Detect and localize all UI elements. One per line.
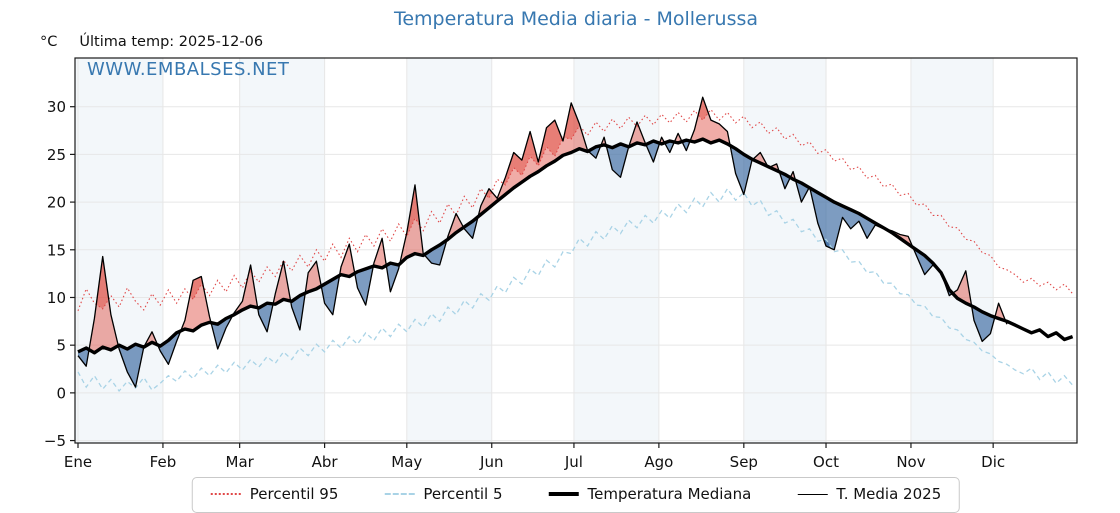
temperature-chart-page: { "title": "Temperatura Media diaria - M… [40, 8, 1078, 513]
mediana-line-sample-icon [548, 492, 579, 496]
percentil-95-line-sample-icon [210, 493, 241, 495]
legend-label: Percentil 5 [423, 485, 503, 503]
legend: Percentil 95 Percentil 5 Temperatura Med… [191, 477, 961, 513]
y-tick-label: −5 [44, 432, 66, 450]
y-tick-label: 5 [56, 337, 66, 355]
x-axis-ticks: Ene Feb Mar Abr May Jun Jul Ago Sep Oct Nov Dic [64, 443, 1005, 471]
legend-item-percentil-95: Percentil 95 [210, 485, 339, 503]
axes-frame [74, 57, 1078, 444]
gridlines [75, 58, 1077, 443]
x-tick-label: Dic [981, 453, 1005, 471]
y-tick-label: 25 [47, 146, 66, 164]
legend-label: T. Media 2025 [836, 485, 942, 503]
legend-label: Percentil 95 [249, 485, 339, 503]
y-tick-label: 0 [56, 384, 66, 402]
series-percentil-5 [77, 187, 1074, 393]
page-title: Temperatura Media diaria - Mollerussa [393, 8, 759, 30]
fill-above-p95 [96, 97, 709, 309]
y-tick-label: 20 [47, 194, 66, 212]
legend-label: Temperatura Mediana [587, 485, 752, 503]
last-temp-label: Última temp: 2025-12-06 [79, 34, 264, 50]
x-tick-label: Ene [64, 453, 92, 471]
legend-item-media-2025: T. Media 2025 [797, 485, 941, 503]
y-axis-unit-label: °C [40, 34, 58, 50]
fill-below-median [78, 140, 1007, 388]
month-bands [75, 58, 994, 443]
x-tick-label: Mar [226, 453, 255, 471]
x-tick-label: Abr [312, 453, 339, 471]
x-tick-label: Feb [150, 453, 177, 471]
plot-area: −5 0 5 10 15 20 25 30 Ene Feb Mar Abr May Jun Jul Ago Se… [44, 57, 1078, 471]
x-tick-label: Ago [644, 453, 673, 471]
y-tick-label: 30 [47, 98, 66, 116]
legend-item-percentil-5: Percentil 5 [384, 485, 502, 503]
x-tick-label: Oct [813, 453, 839, 471]
x-tick-label: Sep [730, 453, 758, 471]
series-t-media-2025 [77, 96, 1008, 388]
x-tick-label: Jun [479, 453, 503, 471]
axis-unit-and-status: °C Última temp: 2025-12-06 [40, 34, 263, 50]
y-axis-ticks: −5 0 5 10 15 20 25 30 [44, 98, 75, 450]
media-2025-line-sample-icon [797, 493, 828, 495]
watermark-text: WWW.EMBALSES.NET [87, 59, 290, 80]
fill-above-median [89, 97, 1006, 353]
y-tick-label: 10 [47, 289, 66, 307]
x-tick-label: Nov [896, 453, 925, 471]
x-tick-label: Jul [564, 453, 583, 471]
legend-item-mediana: Temperatura Mediana [548, 485, 751, 503]
y-tick-label: 15 [47, 241, 66, 259]
percentil-5-line-sample-icon [384, 493, 415, 495]
series-temperatura-mediana [77, 137, 1074, 355]
x-tick-label: May [391, 453, 422, 471]
